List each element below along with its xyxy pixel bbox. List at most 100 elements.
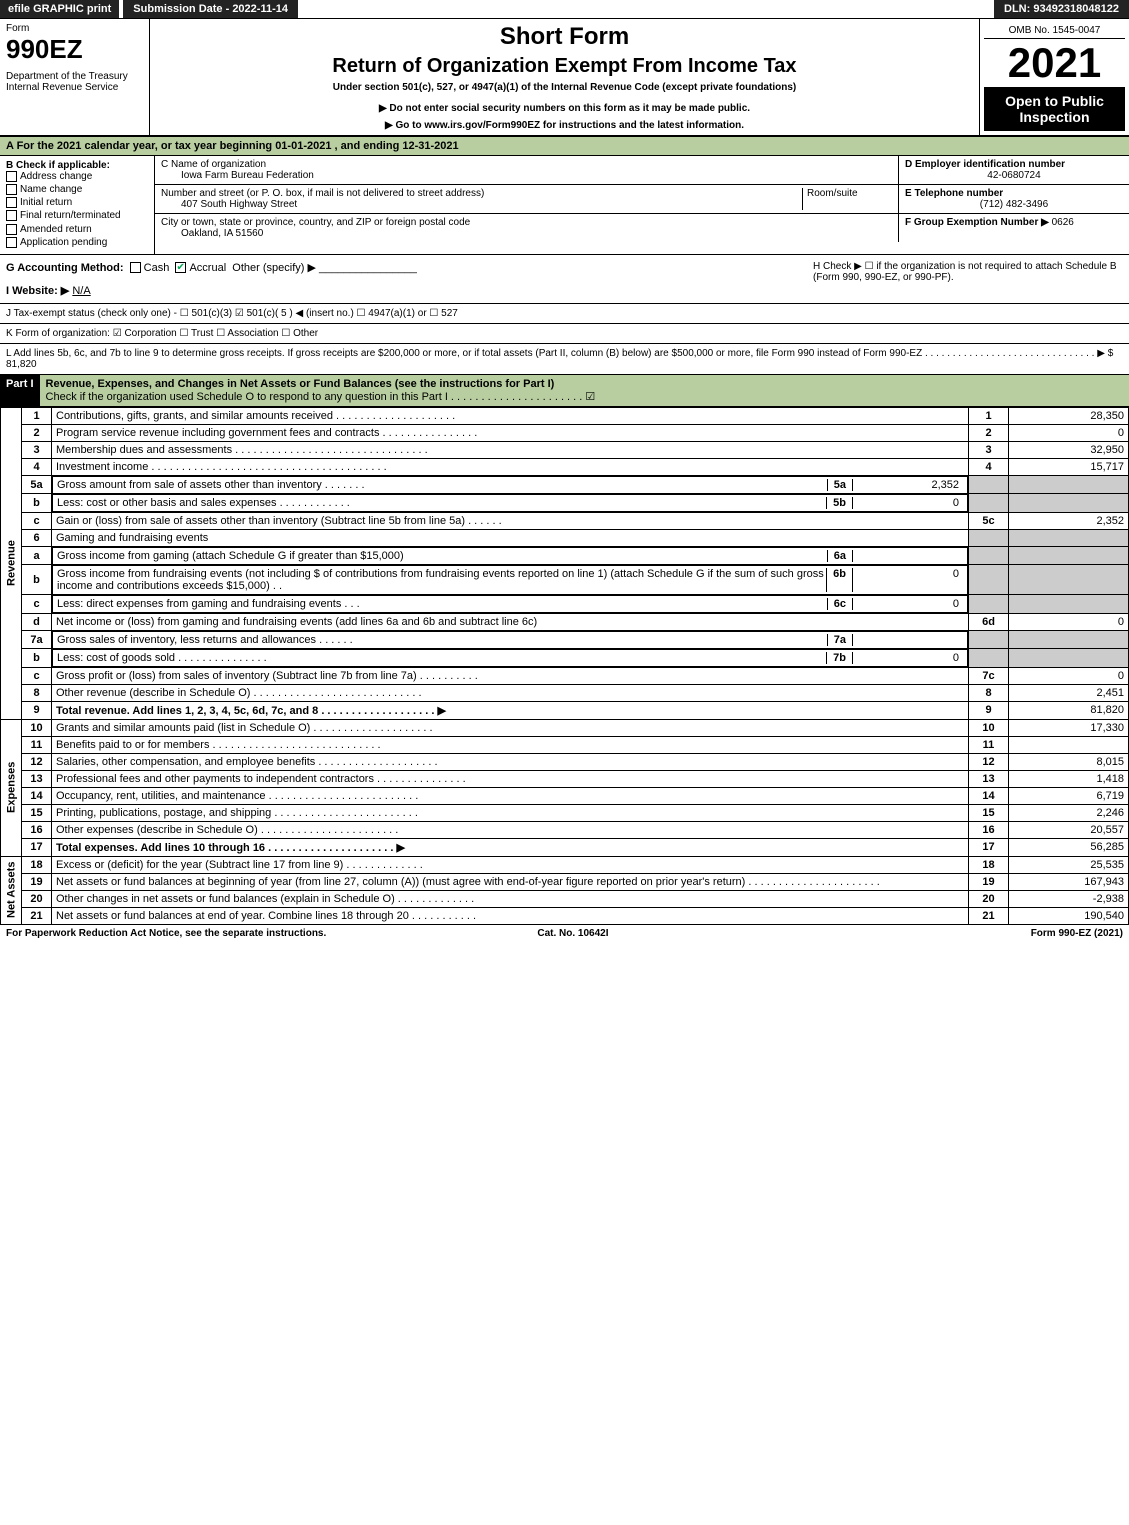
line-k: K Form of organization: ☑ Corporation ☐ … [0,324,1129,344]
e-label: E Telephone number [905,188,1123,199]
short-form-title: Short Form [160,23,969,51]
row-desc: Benefits paid to or for members . . . . … [52,736,969,753]
b-opt-name[interactable]: Name change [6,184,148,195]
c-street-value: 407 South Highway Street [161,199,802,210]
col-cdef: C Name of organization Iowa Farm Bureau … [155,156,1129,254]
b-opt-final[interactable]: Final return/terminated [6,210,148,221]
return-title: Return of Organization Exempt From Incom… [160,55,969,78]
f-group: F Group Exemption Number ▶ 0626 [899,214,1129,242]
row-amt: 32,950 [1009,441,1129,458]
row-amt: 1,418 [1009,770,1129,787]
row-amt: 2,451 [1009,684,1129,701]
row-num: 4 [22,458,52,475]
footer-left: For Paperwork Reduction Act Notice, see … [6,928,326,939]
row-ln: 19 [969,873,1009,890]
row-num: c [22,595,52,614]
b-opt-pending[interactable]: Application pending [6,237,148,248]
row-desc: Net assets or fund balances at beginning… [52,873,969,890]
row-desc: Occupancy, rent, utilities, and maintena… [52,787,969,804]
b-opt-amended[interactable]: Amended return [6,224,148,235]
row-num: d [22,613,52,630]
row-desc: Less: direct expenses from gaming and fu… [52,595,968,613]
header-right: OMB No. 1545-0047 2021 Open to Public In… [979,19,1129,135]
row-desc: Professional fees and other payments to … [52,770,969,787]
row-ln: 21 [969,907,1009,924]
goto-note: ▶ Go to www.irs.gov/Form990EZ for instru… [160,120,969,131]
row-desc: Membership dues and assessments . . . . … [52,441,969,458]
omb-number: OMB No. 1545-0047 [984,23,1125,39]
c-street: Number and street (or P. O. box, if mail… [155,185,899,213]
ssn-note: ▶ Do not enter social security numbers o… [160,103,969,114]
row-ln-gray [969,595,1009,614]
row-amt-gray [1009,630,1129,649]
row-ln: 13 [969,770,1009,787]
b-opt-initial[interactable]: Initial return [6,197,148,208]
row-ln: 5c [969,512,1009,529]
row-num: 11 [22,736,52,753]
c-city-value: Oakland, IA 51560 [161,228,892,239]
row-desc: Contributions, gifts, grants, and simila… [52,407,969,424]
row-ln: 11 [969,736,1009,753]
row-ln-gray [969,494,1009,513]
form-word: Form [6,23,143,34]
row-ln: 6d [969,613,1009,630]
e-phone: E Telephone number (712) 482-3496 [899,185,1129,213]
submission-date: Submission Date - 2022-11-14 [123,0,298,18]
row-amt-gray [1009,475,1129,494]
row-num: 12 [22,753,52,770]
part1-table: Revenue1Contributions, gifts, grants, an… [0,407,1129,925]
c-city-label: City or town, state or province, country… [161,217,892,228]
row-ln: 7c [969,667,1009,684]
d-value: 42-0680724 [905,170,1123,181]
row-num: b [22,565,52,595]
row-ln: 14 [969,787,1009,804]
row-num: c [22,512,52,529]
row-desc: Grants and similar amounts paid (list in… [52,719,969,736]
e-value: (712) 482-3496 [905,199,1123,210]
part1-title: Revenue, Expenses, and Changes in Net As… [40,375,1129,406]
row-desc: Gross amount from sale of assets other t… [52,476,968,494]
row-num: 20 [22,890,52,907]
row-amt: 25,535 [1009,856,1129,873]
row-desc: Less: cost or other basis and sales expe… [52,494,968,512]
row-desc: Total revenue. Add lines 1, 2, 3, 4, 5c,… [52,701,969,719]
row-num: 3 [22,441,52,458]
row-ln: 20 [969,890,1009,907]
row-amt: 6,719 [1009,787,1129,804]
form-number: 990EZ [6,34,143,65]
header-center: Short Form Return of Organization Exempt… [150,19,979,135]
open-public: Open to Public Inspection [984,87,1125,131]
row-desc: Gross sales of inventory, less returns a… [52,631,968,649]
row-amt-gray [1009,546,1129,565]
row-num: 7a [22,630,52,649]
row-num: 19 [22,873,52,890]
row-amt: 15,717 [1009,458,1129,475]
c-name: C Name of organization Iowa Farm Bureau … [155,156,899,184]
section-label: Expenses [1,719,22,856]
row-desc: Net income or (loss) from gaming and fun… [52,613,969,630]
top-bar: efile GRAPHIC print Submission Date - 20… [0,0,1129,19]
line-l: L Add lines 5b, 6c, and 7b to line 9 to … [0,344,1129,375]
row-desc: Program service revenue including govern… [52,424,969,441]
row-ln: 1 [969,407,1009,424]
row-amt-gray [1009,649,1129,668]
c-name-label: C Name of organization [161,159,892,170]
efile-print-button[interactable]: efile GRAPHIC print [0,0,119,18]
row-ln: 2 [969,424,1009,441]
row-amt: 2,352 [1009,512,1129,529]
b-opt-address[interactable]: Address change [6,171,148,182]
row-amt: 0 [1009,613,1129,630]
line-j: J Tax-exempt status (check only one) - ☐… [0,304,1129,324]
row-desc: Investment income . . . . . . . . . . . … [52,458,969,475]
row-amt: 0 [1009,667,1129,684]
row-amt: 56,285 [1009,838,1129,856]
row-num: b [22,649,52,668]
footer: For Paperwork Reduction Act Notice, see … [0,925,1129,942]
row-num: 13 [22,770,52,787]
row-ln-gray [969,630,1009,649]
row-desc: Gross profit or (loss) from sales of inv… [52,667,969,684]
c-name-value: Iowa Farm Bureau Federation [161,170,892,181]
row-amt-gray [1009,595,1129,614]
row-ln: 15 [969,804,1009,821]
row-num: 2 [22,424,52,441]
